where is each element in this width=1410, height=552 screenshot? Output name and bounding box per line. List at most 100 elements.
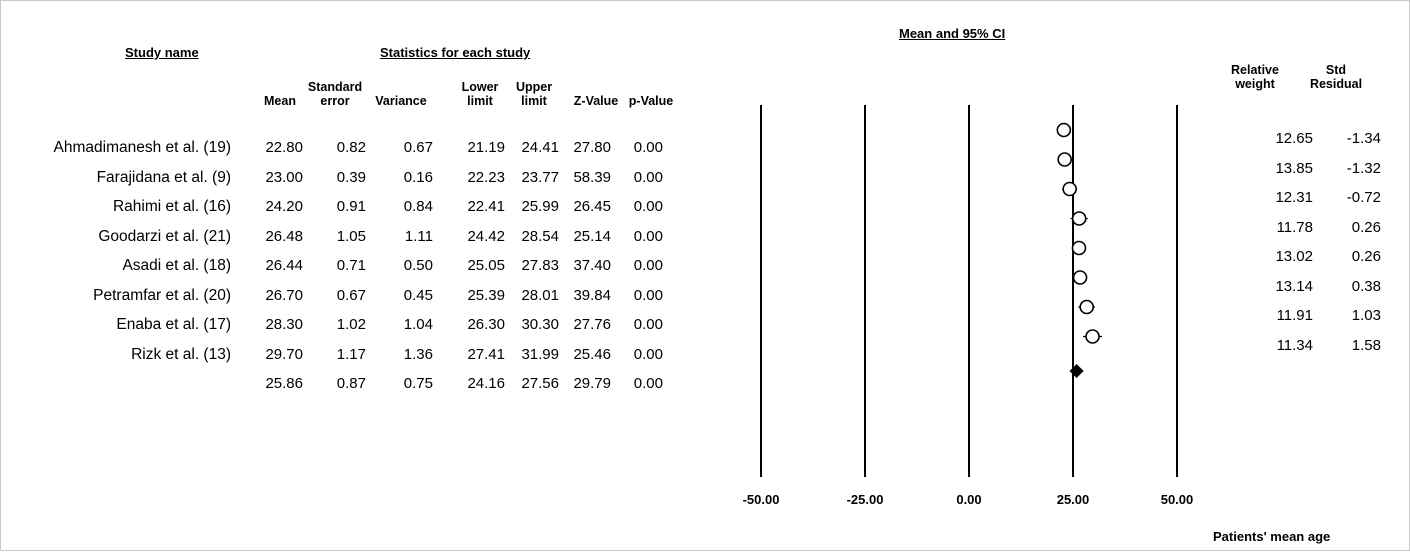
cell-upper: 23.77	[521, 168, 559, 186]
lower-col-label-bottom: limit	[467, 94, 493, 108]
cell-lower: 25.39	[467, 286, 505, 304]
cell-mean: 23.00	[265, 168, 303, 186]
cell-lower: 25.05	[467, 257, 505, 274]
cell-upper: 28.01	[521, 286, 559, 304]
cell-se: 0.71	[336, 257, 366, 274]
cell-lower: 24.16	[467, 375, 505, 392]
x-tick-label: -50.00	[742, 492, 780, 507]
cell-p: 0.00	[633, 345, 663, 363]
z-col-header: Z-Value	[568, 94, 624, 108]
x-tick-label: 0.00	[956, 492, 982, 507]
study-point	[1062, 181, 1077, 197]
cell-resid: 1.03	[1351, 307, 1381, 324]
cell-mean: 24.20	[265, 198, 303, 215]
p-col-label: p-Value	[628, 94, 674, 108]
upper-col-header: Upper limit	[509, 80, 559, 108]
study-name: Rahimi et al. (16)	[112, 198, 231, 215]
mean-col-header: Mean	[257, 94, 303, 108]
lower-col-label-top: Lower	[461, 80, 499, 94]
weight-col-label-bottom: weight	[1235, 77, 1275, 91]
cell-se: 1.17	[336, 345, 366, 363]
se-col-label-top: Standard	[307, 80, 363, 94]
x-tick-label: -25.00	[846, 492, 884, 507]
upper-col-label-bottom: limit	[521, 94, 547, 108]
cell-z: 25.46	[573, 345, 611, 363]
cell-upper: 28.54	[521, 227, 559, 245]
cell-variance: 0.84	[403, 198, 433, 215]
cell-upper: 27.83	[521, 257, 559, 274]
cell-upper: 30.30	[521, 316, 559, 333]
cell-se: 1.05	[336, 227, 366, 245]
cell-weight: 13.85	[1275, 159, 1313, 177]
cell-variance: 0.75	[403, 375, 433, 392]
cell-variance: 0.16	[403, 168, 433, 186]
cell-p: 0.00	[633, 257, 663, 274]
cell-se: 0.91	[336, 198, 366, 215]
cell-se: 0.82	[336, 139, 366, 156]
se-col-header: Standard error	[304, 80, 366, 108]
cell-upper: 31.99	[521, 345, 559, 363]
cell-lower: 22.23	[467, 168, 505, 186]
study-point	[1071, 211, 1087, 226]
cell-variance: 0.67	[403, 139, 433, 156]
cell-p: 0.00	[633, 168, 663, 186]
x-tick-label: 50.00	[1160, 492, 1194, 507]
cell-se: 0.39	[336, 168, 366, 186]
cell-variance: 0.45	[403, 286, 433, 304]
mean-col-label: Mean	[264, 94, 296, 108]
resid-col-label-top: Std	[1325, 63, 1347, 77]
cell-upper: 25.99	[521, 198, 559, 215]
cell-resid: 0.26	[1351, 248, 1381, 265]
weight-col-label-top: Relative	[1231, 63, 1279, 77]
cell-mean: 26.44	[265, 257, 303, 274]
cell-mean: 22.80	[265, 139, 303, 156]
cell-lower: 26.30	[467, 316, 505, 333]
se-col-label-bottom: error	[320, 94, 350, 108]
cell-p: 0.00	[633, 227, 663, 245]
study-name: Petramfar et al. (20)	[93, 286, 231, 304]
cell-lower: 22.41	[467, 198, 505, 215]
cell-lower: 21.19	[467, 139, 505, 156]
x-tick-label: 25.00	[1056, 492, 1090, 507]
study-name: Rizk et al. (13)	[131, 345, 231, 363]
study-point	[1079, 299, 1095, 315]
cell-se: 1.02	[336, 316, 366, 333]
cell-z: 37.40	[573, 257, 611, 274]
cell-resid: 0.38	[1351, 277, 1381, 295]
cell-mean: 25.86	[265, 375, 303, 392]
study-point	[1072, 270, 1088, 285]
plot-header: Mean and 95% CI	[899, 26, 1006, 41]
cell-resid: -1.34	[1346, 130, 1381, 147]
cell-se: 0.67	[336, 286, 366, 304]
cell-variance: 1.36	[403, 345, 433, 363]
cell-weight: 11.78	[1276, 218, 1313, 236]
cell-upper: 24.41	[521, 139, 559, 156]
cell-weight: 13.02	[1275, 248, 1313, 265]
cell-weight: 11.91	[1276, 307, 1313, 324]
cell-weight: 12.65	[1275, 130, 1313, 147]
study-point	[1056, 122, 1072, 138]
cell-upper: 27.56	[521, 375, 559, 392]
study-point	[1071, 240, 1087, 256]
summary-diamond	[1069, 364, 1084, 378]
cell-weight: 12.31	[1275, 189, 1313, 206]
cell-z: 39.84	[573, 286, 611, 304]
cell-z: 29.79	[573, 375, 611, 392]
study-name: Asadi et al. (18)	[122, 257, 231, 274]
cell-p: 0.00	[633, 316, 663, 333]
cell-variance: 1.04	[403, 316, 433, 333]
x-axis-label: Patients' mean age	[1213, 529, 1331, 544]
resid-col-label-bottom: Residual	[1309, 77, 1363, 91]
cell-lower: 27.41	[467, 345, 505, 363]
cell-variance: 1.11	[404, 227, 433, 245]
cell-se: 0.87	[336, 375, 366, 392]
cell-z: 58.39	[573, 168, 611, 186]
cell-variance: 0.50	[403, 257, 433, 274]
cell-mean: 28.30	[265, 316, 303, 333]
variance-col-header: Variance	[369, 94, 433, 108]
lower-col-header: Lower limit	[455, 80, 505, 108]
cell-z: 27.76	[573, 316, 611, 333]
variance-col-label: Variance	[375, 94, 427, 108]
